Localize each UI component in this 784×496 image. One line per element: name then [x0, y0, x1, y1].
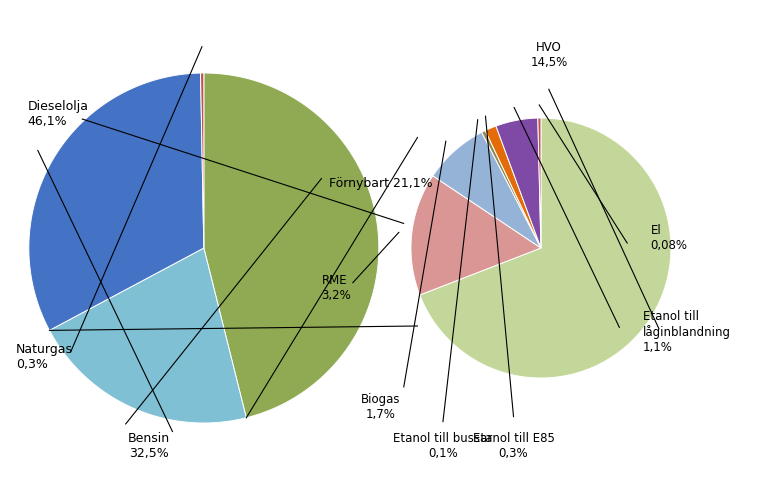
- Polygon shape: [538, 118, 541, 248]
- Polygon shape: [49, 248, 246, 423]
- Text: El
0,08%: El 0,08%: [651, 224, 688, 252]
- Polygon shape: [481, 130, 541, 248]
- Polygon shape: [411, 176, 541, 295]
- Text: Naturgas
0,3%: Naturgas 0,3%: [16, 343, 73, 371]
- Text: Dieselolja
46,1%: Dieselolja 46,1%: [27, 100, 89, 128]
- Text: Etanol till
låginblandning
1,1%: Etanol till låginblandning 1,1%: [643, 310, 731, 355]
- Text: Bensin
32,5%: Bensin 32,5%: [128, 433, 170, 460]
- Text: Biogas
1,7%: Biogas 1,7%: [361, 393, 400, 421]
- Text: RME
3,2%: RME 3,2%: [321, 274, 351, 302]
- Text: HVO
14,5%: HVO 14,5%: [530, 41, 568, 68]
- Polygon shape: [419, 118, 671, 378]
- Polygon shape: [433, 132, 541, 248]
- Polygon shape: [204, 73, 379, 418]
- Text: Etanol till bussar
0,1%: Etanol till bussar 0,1%: [394, 433, 492, 460]
- Polygon shape: [29, 73, 204, 330]
- Text: Etanol till E85
0,3%: Etanol till E85 0,3%: [473, 433, 554, 460]
- Polygon shape: [485, 126, 541, 248]
- Text: Förnybart 21,1%: Förnybart 21,1%: [329, 177, 433, 190]
- Polygon shape: [496, 118, 541, 248]
- Polygon shape: [201, 73, 204, 248]
